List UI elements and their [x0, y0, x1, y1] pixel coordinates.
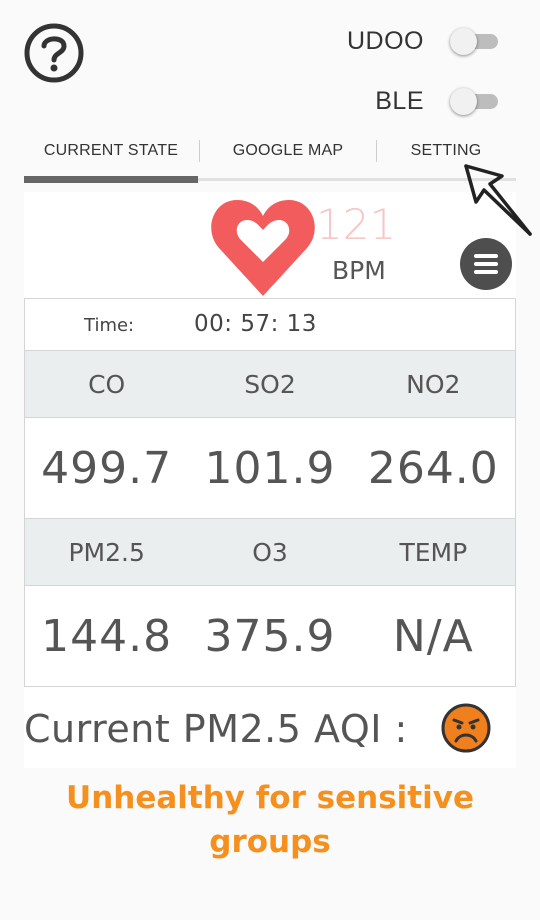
- sensor-value-row: 499.7 101.9 264.0: [24, 418, 516, 518]
- heart-rate-value: 121: [316, 200, 397, 249]
- sensor-header-row: CO SO2 NO2: [24, 350, 516, 418]
- co-header: CO: [88, 369, 126, 399]
- o3-header: O3: [252, 537, 288, 567]
- udoo-toggle-row: UDOO: [347, 24, 500, 58]
- udoo-label: UDOO: [347, 26, 424, 55]
- current-state-panel: 121 BPM Time: 00: 57: 13 CO SO2 NO2 499.…: [24, 192, 516, 768]
- ble-switch[interactable]: [450, 84, 500, 118]
- aqi-row: Current PM2.5 AQI :: [24, 686, 516, 768]
- aqi-status-line1: Unhealthy for sensitive: [66, 780, 474, 816]
- time-value: 00: 57: 13: [194, 311, 317, 337]
- sad-face-icon: [441, 703, 491, 753]
- tab-active-indicator: [24, 176, 198, 183]
- sensor-value-row: 144.8 375.9 N/A: [24, 586, 516, 686]
- o3-value: 375.9: [204, 610, 336, 662]
- ble-label: BLE: [375, 86, 424, 115]
- time-row: Time: 00: 57: 13: [24, 298, 516, 350]
- tab-divider: [199, 140, 200, 162]
- aqi-status-text: Unhealthy for sensitive groups: [0, 776, 540, 864]
- cursor-arrow-icon: [464, 164, 532, 236]
- temp-header: TEMP: [399, 537, 468, 567]
- sensor-header-row: PM2.5 O3 TEMP: [24, 518, 516, 586]
- temp-value: N/A: [392, 610, 474, 662]
- tab-underline: [24, 178, 516, 181]
- tab-bar: CURRENT STATE GOOGLE MAP SETTING: [24, 134, 516, 183]
- heart-icon: [211, 200, 315, 296]
- pm25-header: PM2.5: [68, 537, 145, 567]
- co-value: 499.7: [41, 442, 173, 494]
- so2-value: 101.9: [204, 442, 336, 494]
- no2-value: 264.0: [367, 442, 499, 494]
- udoo-switch[interactable]: [450, 24, 500, 58]
- menu-line: [474, 262, 498, 266]
- aqi-status-line2: groups: [209, 824, 331, 860]
- switch-thumb: [450, 28, 477, 55]
- menu-icon[interactable]: [460, 238, 512, 290]
- aqi-label: Current PM2.5 AQI :: [24, 707, 408, 751]
- tab-current-state[interactable]: CURRENT STATE: [43, 142, 179, 159]
- tab-divider: [376, 140, 377, 162]
- so2-header: SO2: [244, 369, 296, 399]
- tab-google-map[interactable]: GOOGLE MAP: [232, 142, 344, 159]
- menu-line: [474, 270, 498, 274]
- ble-toggle-row: BLE: [375, 84, 500, 118]
- help-circle-icon[interactable]: [23, 22, 85, 84]
- pm25-value: 144.8: [41, 610, 173, 662]
- switch-thumb: [450, 88, 477, 115]
- time-label: Time:: [84, 315, 135, 336]
- no2-header: NO2: [406, 369, 461, 399]
- heart-rate-unit: BPM: [332, 256, 386, 285]
- tab-setting[interactable]: SETTING: [410, 142, 482, 159]
- menu-line: [474, 254, 498, 258]
